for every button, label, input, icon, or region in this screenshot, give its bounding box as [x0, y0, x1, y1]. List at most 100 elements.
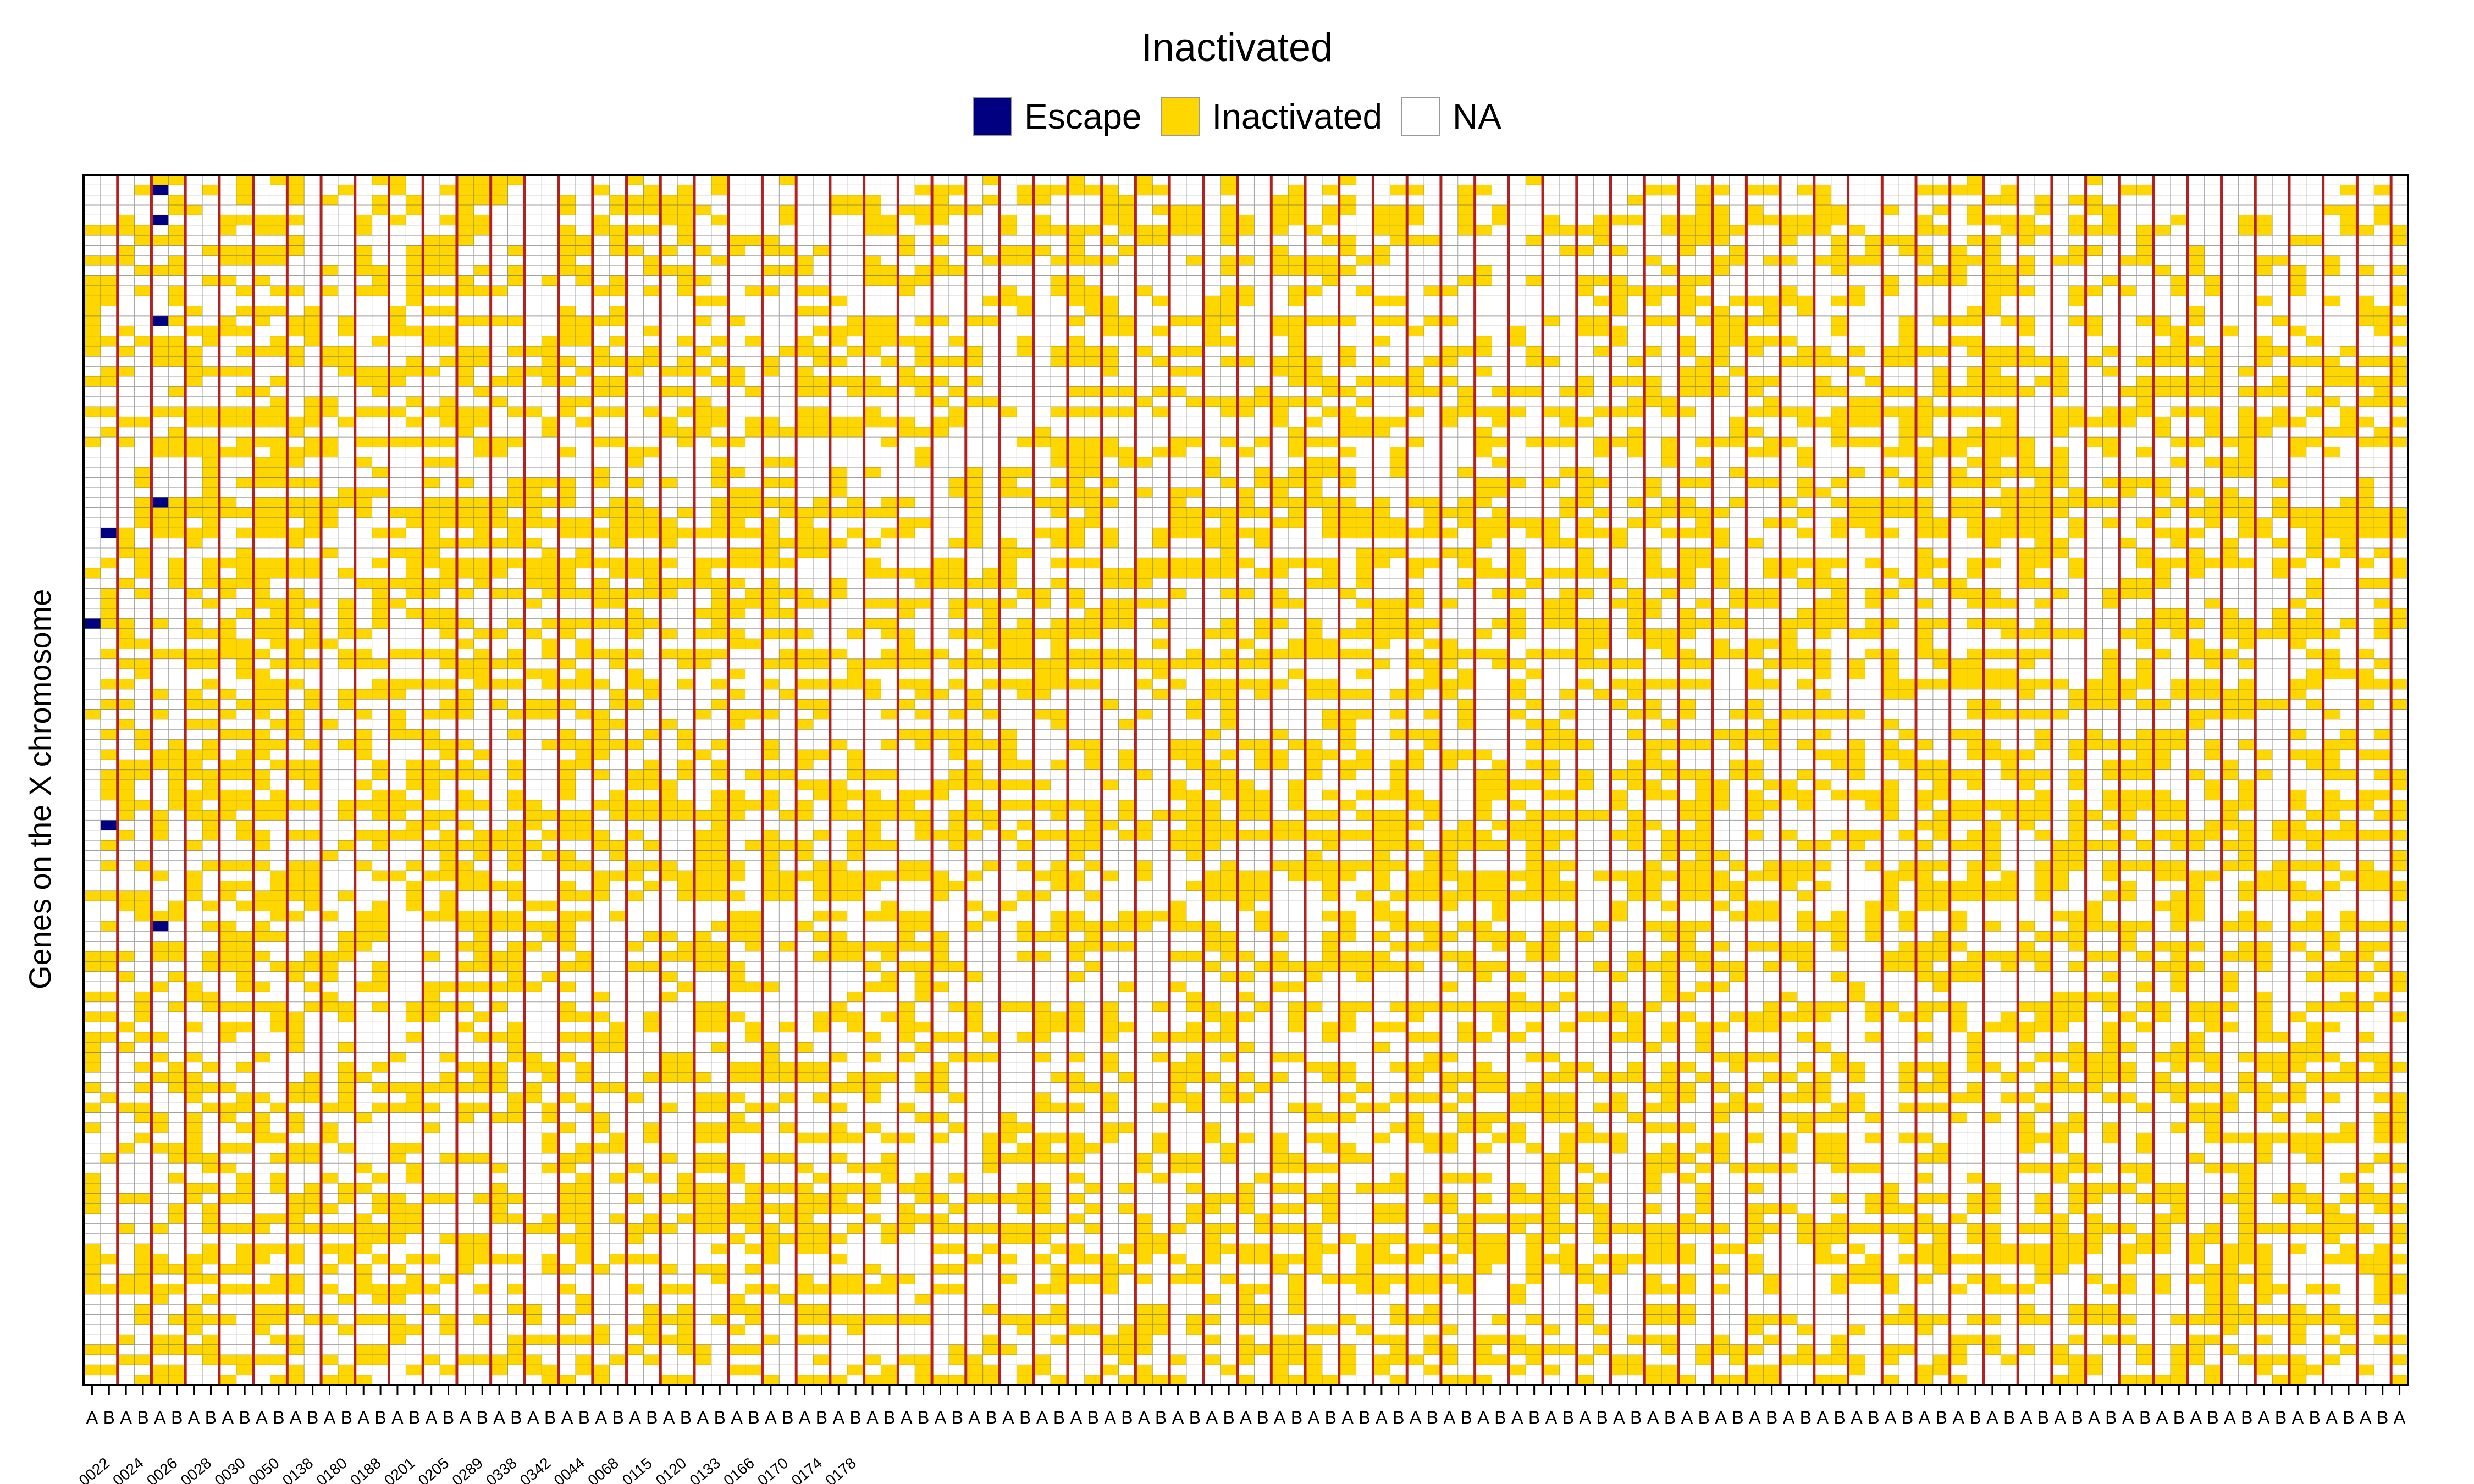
heatmap-cell-inactivated: [1356, 971, 1373, 982]
heatmap-cell-inactivated: [1797, 1354, 1814, 1365]
heatmap-cell-inactivated: [745, 235, 763, 246]
heatmap-cell-inactivated: [1678, 1062, 1696, 1073]
heatmap-cell-inactivated: [1424, 850, 1441, 861]
heatmap-cell-inactivated: [1118, 407, 1136, 417]
heatmap-cell-inactivated: [1797, 346, 1814, 357]
heatmap-cell-inactivated: [507, 558, 525, 568]
heatmap-cell-inactivated: [253, 649, 270, 659]
heatmap-cell-inactivated: [1763, 639, 1781, 649]
heatmap-cell-inactivated: [1051, 1284, 1068, 1294]
heatmap-cell-inactivated: [524, 1062, 542, 1073]
heatmap-cell-inactivated: [304, 658, 322, 669]
heatmap-cell-inactivated: [1763, 1375, 1781, 1385]
heatmap-cell-inactivated: [830, 1122, 847, 1133]
heatmap-cell-inactivated: [660, 265, 678, 276]
heatmap-cell-inactivated: [389, 326, 406, 336]
heatmap-cell-inactivated: [1543, 437, 1560, 447]
heatmap-cell-inactivated: [1424, 931, 1441, 942]
heatmap-cell-inactivated: [1610, 1103, 1628, 1113]
heatmap-cell-inactivated: [355, 507, 372, 518]
heatmap-cell-inactivated: [1051, 1375, 1068, 1385]
heatmap-cell-inactivated: [1424, 709, 1441, 719]
heatmap-cell-inactivated: [1644, 1274, 1662, 1284]
heatmap-cell-inactivated: [1203, 689, 1221, 700]
heatmap-cell-inactivated: [1220, 820, 1238, 830]
heatmap-cell-inactivated: [982, 568, 1000, 578]
heatmap-cell-inactivated: [1169, 749, 1186, 760]
heatmap-cell-inactivated: [592, 356, 610, 367]
heatmap-cell-inactivated: [575, 749, 593, 760]
heatmap-cell-inactivated: [1373, 507, 1390, 518]
heatmap-cell-inactivated: [1084, 507, 1102, 518]
heatmap-cell-inactivated: [1475, 265, 1492, 276]
heatmap-cell-inactivated: [847, 810, 864, 821]
heatmap-cell-inactivated: [559, 658, 576, 669]
heatmap-cell-inactivated: [711, 588, 728, 599]
heatmap-cell-inactivated: [456, 235, 474, 246]
heatmap-cell-inactivated: [253, 1324, 270, 1335]
heatmap-cell-inactivated: [982, 628, 1000, 639]
heatmap-cell-inactivated: [287, 195, 305, 206]
heatmap-cell-inactivated: [847, 1183, 864, 1194]
heatmap-cell-inactivated: [745, 840, 763, 851]
heatmap-cell-inactivated: [1169, 1354, 1186, 1365]
heatmap-cell-inactivated: [1576, 1314, 1594, 1325]
heatmap-cell-inactivated: [1067, 1173, 1085, 1183]
heatmap-cell-inactivated: [626, 1092, 644, 1103]
heatmap-cell-inactivated: [1610, 1072, 1628, 1083]
heatmap-cell-inactivated: [1678, 1223, 1696, 1234]
heatmap-cell-inactivated: [762, 1153, 780, 1164]
heatmap-cell-inactivated: [1084, 931, 1102, 942]
heatmap-cell-inactivated: [287, 507, 305, 518]
heatmap-cell-inactivated: [134, 477, 152, 488]
heatmap-cell-inactivated: [796, 1274, 814, 1284]
heatmap-cell-inactivated: [1440, 1133, 1458, 1143]
heatmap-cell-inactivated: [1101, 255, 1119, 266]
heatmap-cell-inactivated: [1763, 961, 1781, 972]
heatmap-cell-inactivated: [1729, 326, 1747, 336]
heatmap-cell-inactivated: [559, 1284, 576, 1294]
heatmap-cell-inactivated: [1220, 951, 1238, 962]
heatmap-cell-inactivated: [711, 951, 728, 962]
heatmap-cell-inactivated: [762, 840, 780, 851]
heatmap-cell-inactivated: [270, 457, 288, 468]
heatmap-cell-inactivated: [626, 961, 644, 972]
heatmap-cell-inactivated: [847, 679, 864, 689]
heatmap-cell-inactivated: [1593, 961, 1611, 972]
heatmap-cell-inactivated: [440, 538, 457, 548]
heatmap-cell-inactivated: [1152, 1052, 1170, 1062]
heatmap-cell-inactivated: [117, 225, 135, 236]
heatmap-cell-inactivated: [1712, 568, 1730, 578]
heatmap-cell-inactivated: [965, 396, 983, 407]
heatmap-cell-inactivated: [185, 1122, 203, 1133]
heatmap-cell-inactivated: [1627, 1062, 1645, 1073]
heatmap-cell-inactivated: [1237, 1254, 1255, 1264]
heatmap-cell-inactivated: [711, 578, 728, 589]
heatmap-cell-inactivated: [1492, 1012, 1509, 1022]
heatmap-cell-inactivated: [932, 1214, 949, 1224]
heatmap-cell-inactivated: [507, 982, 525, 992]
heatmap-cell-inactivated: [423, 1354, 440, 1365]
heatmap-cell-inactivated: [1356, 547, 1373, 558]
heatmap-cell-inactivated: [1186, 205, 1203, 215]
heatmap-cell-inactivated: [1729, 245, 1747, 256]
heatmap-cell-inactivated: [542, 649, 559, 659]
heatmap-cell-inactivated: [168, 1153, 186, 1164]
heatmap-cell-inactivated: [1101, 407, 1119, 417]
heatmap-cell-inactivated: [1661, 830, 1678, 841]
heatmap-cell-inactivated: [1237, 739, 1255, 750]
heatmap-cell-inactivated: [1067, 315, 1085, 326]
heatmap-cell-inactivated: [1712, 850, 1730, 861]
heatmap-cell-inactivated: [1152, 810, 1170, 821]
heatmap-cell-inactivated: [1305, 315, 1322, 326]
heatmap-cell-inactivated: [117, 699, 135, 710]
heatmap-cell-inactivated: [1475, 890, 1492, 901]
heatmap-cell-inactivated: [711, 457, 728, 468]
heatmap-cell-inactivated: [321, 265, 338, 276]
heatmap-cell-inactivated: [1034, 1103, 1051, 1113]
heatmap-cell-inactivated: [559, 558, 576, 568]
heatmap-cell-inactivated: [694, 1193, 711, 1204]
heatmap-cell-inactivated: [1135, 709, 1153, 719]
heatmap-cell-inactivated: [728, 1304, 745, 1315]
heatmap-cell-inactivated: [287, 911, 305, 921]
